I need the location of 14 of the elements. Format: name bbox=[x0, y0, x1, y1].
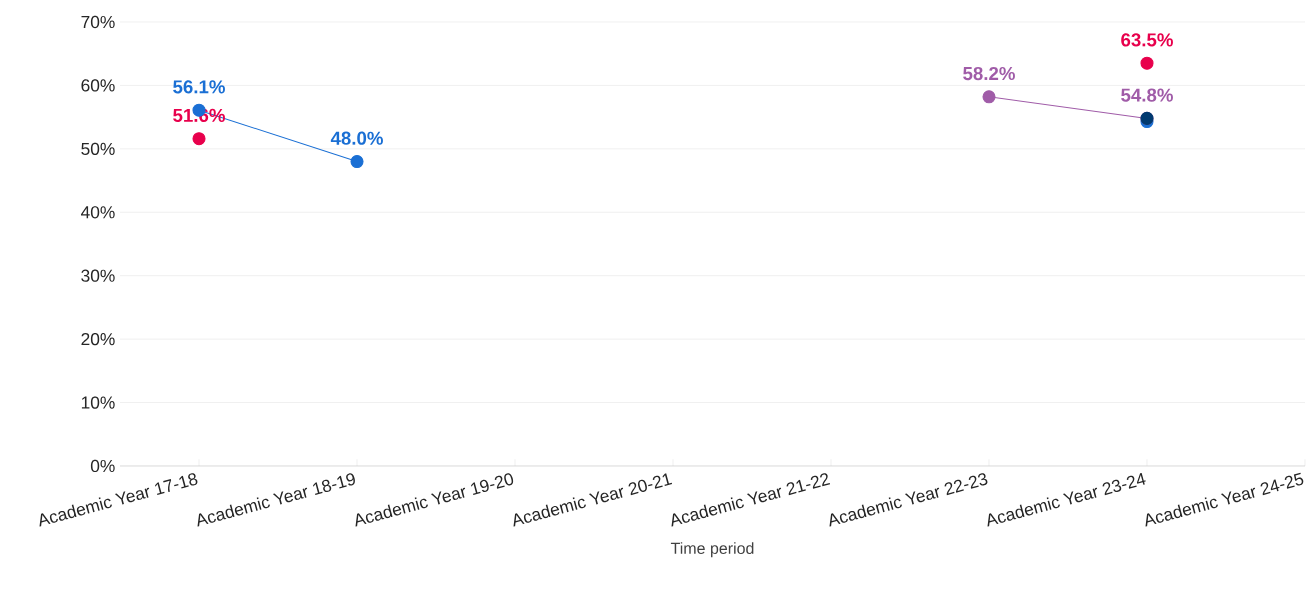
y-tick-label: 0% bbox=[90, 459, 115, 473]
y-tick-label: 60% bbox=[81, 79, 115, 92]
data-label: 63.5% bbox=[1121, 33, 1173, 47]
y-tick-label: 30% bbox=[81, 269, 115, 282]
data-label: 48.0% bbox=[330, 131, 383, 145]
x-axis-title: Time period bbox=[670, 542, 754, 558]
data-label: 58.2% bbox=[963, 66, 1015, 81]
y-tick-label: 10% bbox=[81, 396, 115, 409]
y-tick-label: 40% bbox=[81, 206, 115, 219]
data-label: 56.1% bbox=[173, 80, 225, 94]
data-label: 54.8% bbox=[1121, 88, 1173, 102]
y-tick-label: 70% bbox=[81, 15, 115, 29]
y-tick-label: 50% bbox=[81, 142, 115, 155]
y-tick-label: 20% bbox=[81, 332, 115, 346]
